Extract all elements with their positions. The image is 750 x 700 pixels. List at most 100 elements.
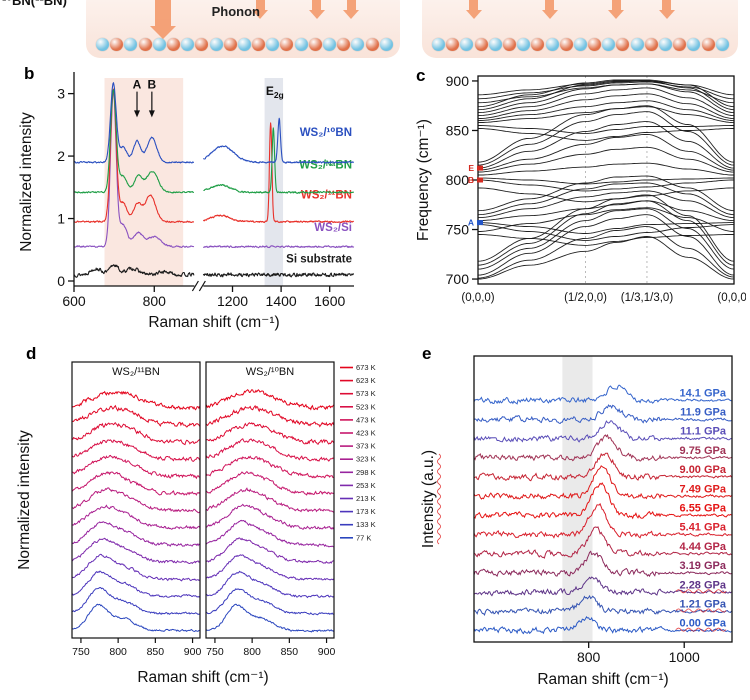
pressure-spectrum xyxy=(473,576,732,597)
structure-box-left: Phonon xyxy=(86,0,400,58)
temp-spectrum xyxy=(72,504,200,530)
phonon-branch xyxy=(478,87,734,117)
legend-item: 323 K xyxy=(356,455,376,464)
boron-atom-icon xyxy=(588,37,602,51)
x-tick-label: 850 xyxy=(281,646,299,658)
legend-item: 673 K xyxy=(356,363,376,372)
phonon-branch xyxy=(478,81,734,100)
peak-annotation: B xyxy=(148,78,157,92)
series-label: Si substrate xyxy=(286,253,352,265)
nitrogen-atom-icon xyxy=(545,37,559,51)
panel-label-b: b xyxy=(24,64,35,83)
boron-atom-icon xyxy=(365,37,379,51)
phonon-branch xyxy=(478,177,734,185)
phonon-branch xyxy=(478,162,734,176)
temp-spectrum xyxy=(206,487,334,513)
spectrum-line xyxy=(73,88,195,224)
phonon-branch xyxy=(478,93,734,120)
x-tick-label: 1000 xyxy=(669,649,700,665)
phonon-arrow-icon xyxy=(155,0,172,26)
pressure-spectrum xyxy=(473,465,732,500)
phonon-branch xyxy=(478,80,734,96)
pressure-spectrum xyxy=(473,452,732,482)
boron-atom-icon xyxy=(337,37,351,51)
phonon-branches xyxy=(478,79,734,280)
phonon-branch xyxy=(478,214,734,276)
boron-atom-icon xyxy=(308,37,322,51)
spectrum-line xyxy=(203,127,354,194)
pressure-label: 2.28 GPa xyxy=(680,579,727,591)
y-tick-label: 800 xyxy=(446,172,470,188)
legend-item: 298 K xyxy=(356,468,376,477)
nitrogen-atom-icon xyxy=(266,37,280,51)
y-tick-label: 750 xyxy=(446,222,470,238)
spectrum-line xyxy=(73,91,195,248)
mode-marker xyxy=(477,177,483,183)
spectrum-line xyxy=(73,89,194,194)
nitrogen-atom-icon xyxy=(323,37,336,51)
x-tick-label: 900 xyxy=(318,646,336,658)
subpanel-title: WS₂/¹⁰BN xyxy=(246,366,294,378)
boron-atom-icon xyxy=(616,37,630,51)
phonon-branch xyxy=(478,226,734,279)
temp-spectrum xyxy=(72,521,200,547)
phonon-branch xyxy=(478,105,734,163)
k-point-label: (1/3,1/3,0) xyxy=(621,292,674,304)
legend-item: 173 K xyxy=(356,507,376,516)
pressure-spectrum xyxy=(473,550,732,578)
nitrogen-atom-icon xyxy=(124,37,138,51)
phonon-arrow-icon xyxy=(255,0,265,10)
phonon-branch xyxy=(478,208,734,270)
k-point-label: (0,0,0) xyxy=(717,292,746,304)
legend-item: 133 K xyxy=(356,520,376,529)
k-point-label: (1/2,0,0) xyxy=(564,292,607,304)
x-axis-label: Raman shift (cm⁻¹) xyxy=(148,314,279,331)
mode-marker-label: A xyxy=(468,218,474,228)
legend-item: 77 K xyxy=(356,533,371,542)
pressure-label: 9.00 GPa xyxy=(680,464,727,476)
nitrogen-atom-icon xyxy=(181,37,195,51)
boron-atom-icon xyxy=(110,37,124,51)
y-tick-label: 1 xyxy=(57,211,65,227)
mode-marker xyxy=(477,220,483,226)
arrow-icon xyxy=(148,110,155,118)
nitrogen-atom-icon xyxy=(379,37,393,51)
spectrum-line xyxy=(202,122,354,224)
nitrogen-atom-icon xyxy=(237,37,251,51)
arrow-icon xyxy=(134,110,141,118)
nitrogen-atom-icon xyxy=(294,37,308,51)
x-tick-label: 1200 xyxy=(217,293,248,309)
nitrogen-atom-icon xyxy=(432,37,445,51)
nitrogen-atom-icon xyxy=(152,37,166,51)
phonon-arrow-icon xyxy=(662,0,672,10)
temp-spectrum xyxy=(72,553,200,582)
y-tick-label: 850 xyxy=(446,122,470,138)
spectrum-line xyxy=(73,264,195,278)
pressure-label: 11.1 GPa xyxy=(680,426,727,438)
phonon-arrow-icon xyxy=(469,0,479,10)
peak-annotation: A xyxy=(133,78,142,92)
axis-break-icon xyxy=(191,280,199,292)
spectrum-line xyxy=(202,245,355,249)
boron-atom-icon xyxy=(701,37,715,51)
temp-spectrum xyxy=(206,388,334,411)
y-tick-label: 900 xyxy=(446,73,470,89)
x-axis-label: Raman shift (cm⁻¹) xyxy=(537,671,668,688)
temp-spectrum xyxy=(206,554,334,581)
pressure-spectrum xyxy=(473,482,732,520)
spectrum-line xyxy=(203,117,354,164)
phonon-branch xyxy=(478,234,734,246)
panel-d-chart: WS₂/¹¹BN 750 800 850 900 WS₂/¹⁰BN 750 800 850 900… xyxy=(16,361,376,686)
mode-marker-label: B xyxy=(468,175,474,185)
phonon-branch xyxy=(478,182,734,216)
nitrogen-atom-icon xyxy=(209,37,223,51)
panel-label-d: d xyxy=(26,344,37,363)
boron-atom-icon xyxy=(502,37,516,51)
temp-spectrum xyxy=(206,519,334,548)
temp-spectrum xyxy=(206,422,334,445)
pressure-label: 9.75 GPa xyxy=(680,445,727,457)
nitrogen-atom-icon xyxy=(659,37,672,51)
phonon-branch xyxy=(478,111,734,166)
k-point-label: (0,0,0) xyxy=(461,292,494,304)
boron-atom-icon xyxy=(166,37,180,51)
